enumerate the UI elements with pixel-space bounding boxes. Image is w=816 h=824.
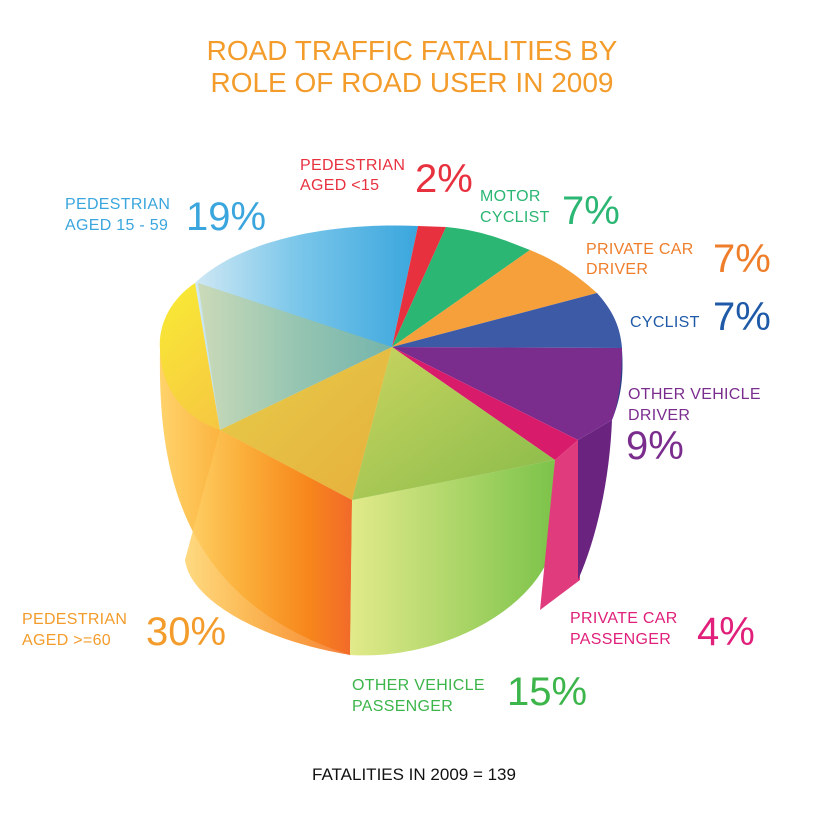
label-private-car-passenger-line-2: PASSENGER [570, 631, 671, 648]
label-motor-cyclist-line-2: CYCLIST [480, 209, 550, 226]
pie-walls [159, 350, 623, 656]
value-pedestrian-60-plus: 30% [146, 610, 226, 654]
wall-other-vehicle-passenger [350, 460, 555, 656]
value-motor-cyclist: 7% [562, 189, 620, 233]
value-cyclist: 7% [713, 295, 771, 339]
label-other-vehicle-passenger-line-1: OTHER VEHICLE [352, 677, 485, 694]
chart-title-line-2: ROLE OF ROAD USER IN 2009 [210, 67, 613, 98]
label-other-vehicle-passenger-line-2: PASSENGER [352, 698, 453, 715]
slice-motor-cyclist [392, 227, 530, 347]
glass-overlay [198, 283, 555, 500]
label-motor-cyclist-line-1: MOTOR [480, 188, 541, 205]
value-private-car-passenger: 4% [697, 610, 755, 654]
label-pedestrian-15-59-line-1: PEDESTRIAN [65, 196, 170, 213]
chart-title-line-1: ROAD TRAFFIC FATALITIES BY [207, 35, 618, 66]
chart-footer: FATALITIES IN 2009 = 139 [312, 765, 516, 784]
slice-labels: PEDESTRIAN AGED <15 2% MOTOR CYCLIST 7% … [22, 157, 771, 715]
label-other-vehicle-driver-line-1: OTHER VEHICLE [628, 386, 761, 403]
label-pedestrian-60-plus-line-2: AGED >=60 [22, 632, 111, 649]
pie-top [159, 225, 622, 500]
label-pedestrian-under-15-line-2: AGED <15 [300, 177, 379, 194]
slice-pedestrian-60-plus [159, 283, 392, 500]
slice-other-vehicle-driver [392, 347, 622, 440]
label-private-car-passenger-line-1: PRIVATE CAR [570, 610, 678, 627]
label-pedestrian-15-59-line-2: AGED 15 - 59 [65, 217, 168, 234]
label-pedestrian-under-15-line-1: PEDESTRIAN [300, 157, 405, 174]
slice-pedestrian-under-15 [392, 226, 446, 347]
value-private-car-driver: 7% [713, 237, 771, 281]
value-other-vehicle-passenger: 15% [507, 670, 587, 714]
value-pedestrian-under-15: 2% [415, 157, 473, 201]
slice-private-car-passenger [392, 347, 578, 460]
label-private-car-driver-line-2: DRIVER [586, 261, 648, 278]
slice-pedestrian-15-59 [195, 225, 418, 430]
label-pedestrian-60-plus-line-1: PEDESTRIAN [22, 611, 127, 628]
wall-private-car-passenger [540, 440, 580, 610]
value-pedestrian-15-59: 19% [186, 195, 266, 239]
label-cyclist: CYCLIST [630, 314, 700, 331]
slice-other-vehicle-passenger [352, 347, 555, 500]
value-other-vehicle-driver: 9% [626, 424, 684, 468]
slice-cyclist [392, 293, 622, 348]
inner-face [198, 283, 555, 500]
wall-other-vehicle-driver [578, 420, 612, 580]
label-private-car-driver-line-1: PRIVATE CAR [586, 241, 694, 258]
label-other-vehicle-driver-line-2: DRIVER [628, 407, 690, 424]
wall-pedestrian-60-plus-front [185, 430, 352, 655]
slice-private-car-driver [392, 250, 597, 347]
